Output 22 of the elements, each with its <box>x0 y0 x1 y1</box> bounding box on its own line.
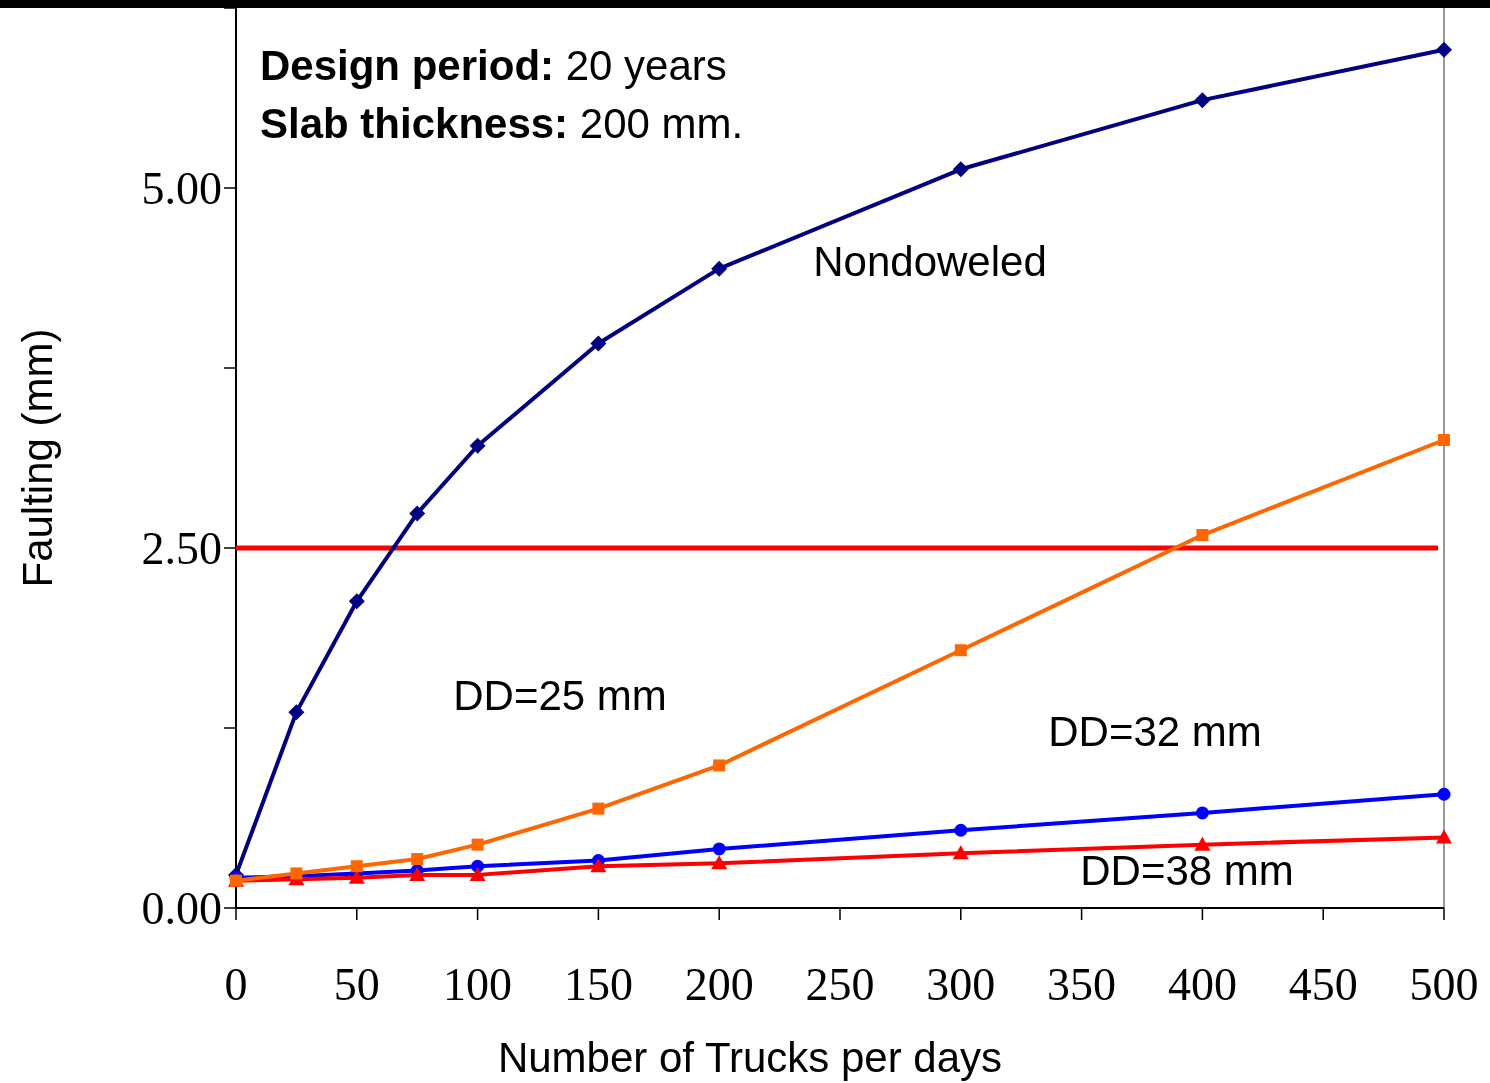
annotation: DD=25 mm <box>453 672 667 719</box>
y-tick-label: 0.00 <box>141 883 222 935</box>
x-tick-label: 400 <box>1167 959 1237 1010</box>
x-tick-label: 450 <box>1288 959 1358 1010</box>
x-tick-label: 0 <box>224 959 248 1010</box>
y-tick-label: 2.50 <box>141 523 222 575</box>
x-tick-label: 250 <box>805 959 875 1010</box>
x-tick-label: 150 <box>563 959 633 1010</box>
annotation: DD=38 mm <box>1080 847 1294 894</box>
x-tick-label: 200 <box>684 959 754 1010</box>
x-tick-label: 350 <box>1047 959 1117 1010</box>
x-tick-label: 100 <box>443 959 513 1010</box>
x-tick-label: 300 <box>926 959 996 1010</box>
annotation: Slab thickness: 200 mm. <box>260 100 744 147</box>
x-tick-label: 500 <box>1409 959 1479 1010</box>
x-tick-label: 50 <box>333 959 380 1010</box>
y-axis-title: Faulting (mm) <box>14 328 61 588</box>
annotation: DD=32 mm <box>1048 708 1262 755</box>
annotation: Design period: 20 years <box>260 42 727 89</box>
x-axis-title: Number of Trucks per days <box>497 1034 1003 1081</box>
annotation: Nondoweled <box>813 238 1047 285</box>
y-tick-label: 5.00 <box>141 163 222 215</box>
